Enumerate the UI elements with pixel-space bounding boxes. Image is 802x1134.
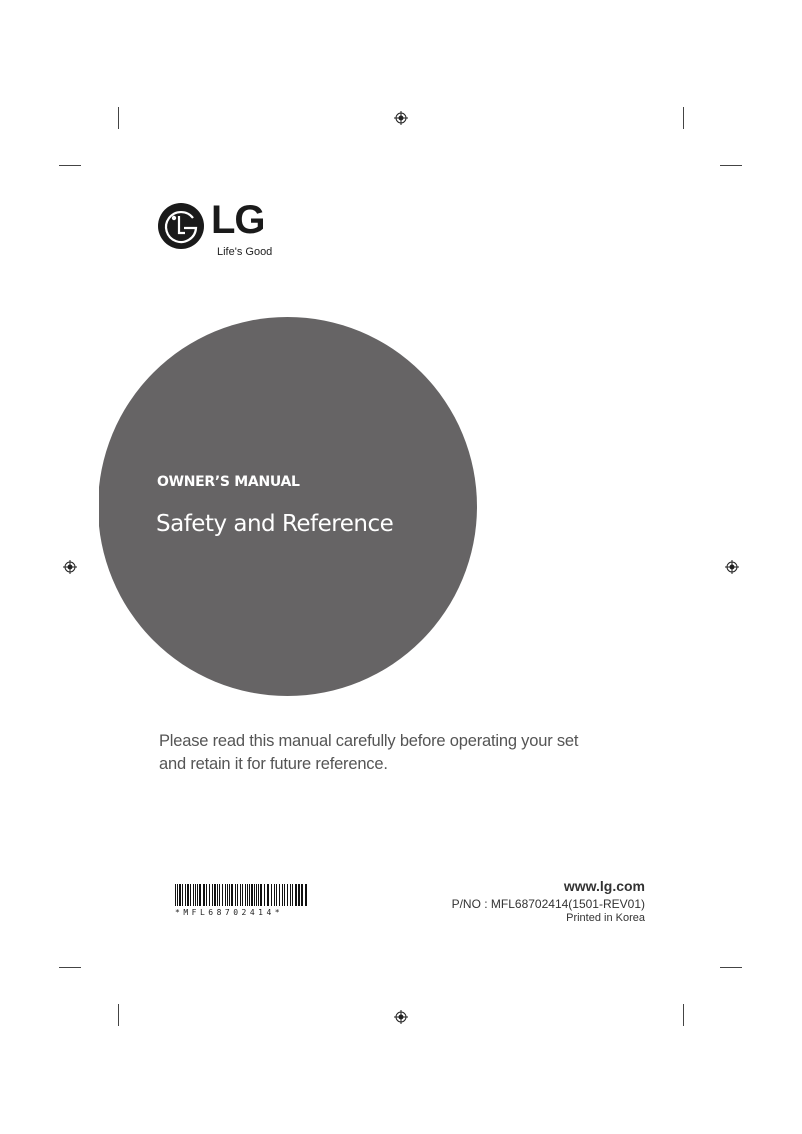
manual-type: OWNER’S MANUAL [157,474,300,490]
website-link[interactable]: www.lg.com [563,878,645,894]
crop-mark [720,967,742,968]
crop-mark [118,1004,119,1026]
crop-mark [118,107,119,129]
crop-mark [683,107,684,129]
part-number: P/NO : MFL68702414(1501-REV01) [451,897,645,911]
intro-text: Please read this manual carefully before… [159,732,579,773]
page-title: Safety and Reference [156,511,394,537]
crop-mark [59,967,81,968]
barcode [175,884,307,906]
registration-mark-icon [725,560,739,574]
logo-wordmark: LG [211,198,266,242]
footer-info: www.lg.com P/NO : MFL68702414(1501-REV01… [452,878,645,924]
tagline: Life's Good [217,246,273,258]
printed-in: Printed in Korea [566,912,645,924]
registration-mark-icon [394,111,408,125]
barcode-text: *MFL68702414* [175,908,284,917]
crop-mark [683,1004,684,1026]
crop-mark [59,165,81,166]
lg-face-icon [158,203,204,249]
cover-circle [99,317,477,696]
lg-logo: LG Life's Good [157,198,272,258]
registration-mark-icon [394,1010,408,1024]
crop-mark [720,165,742,166]
registration-mark-icon [63,560,77,574]
